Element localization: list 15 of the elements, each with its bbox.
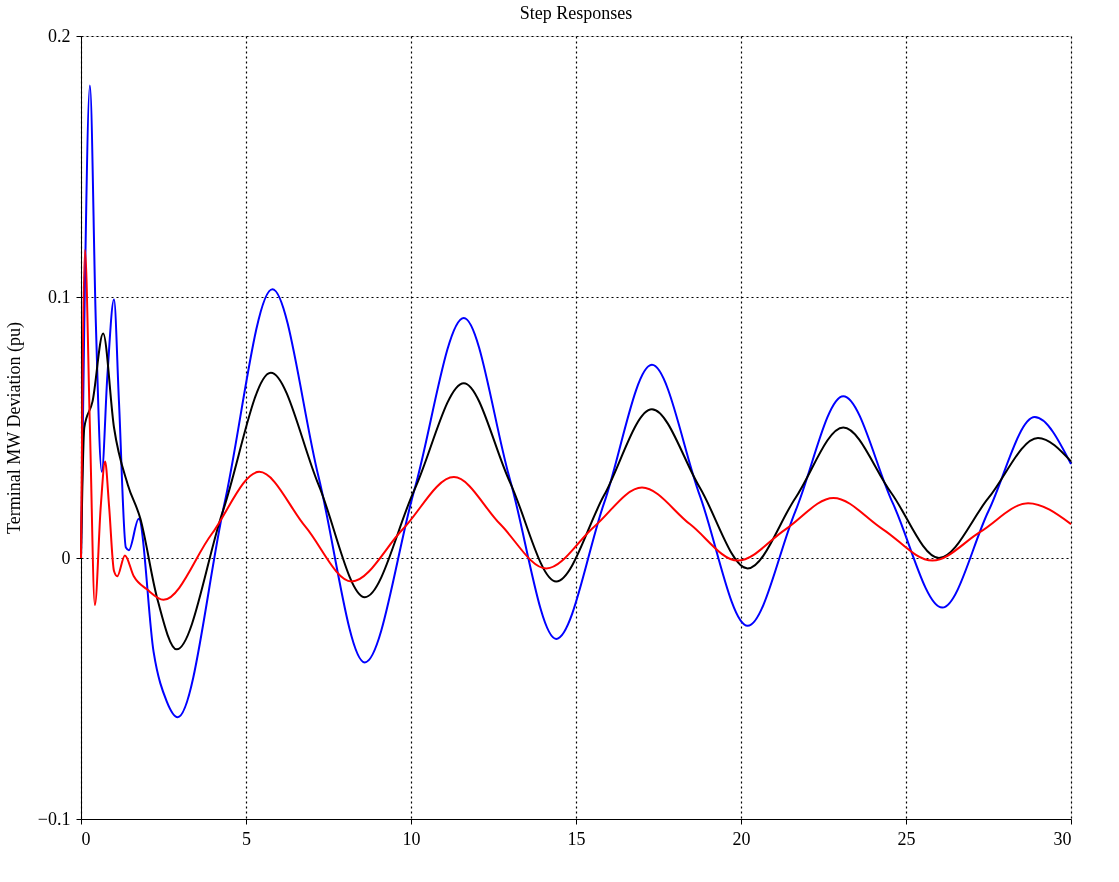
y-tick-label: 0: [61, 547, 71, 568]
x-tick-label: 5: [242, 828, 251, 849]
x-tick-label: 20: [732, 828, 751, 849]
y-axis-title: Terminal MW Deviation (pu): [3, 322, 25, 534]
y-tick-label: −0.1: [37, 808, 71, 829]
chart-title: Step Responses: [519, 3, 633, 23]
y-tick-label: 0.1: [48, 286, 71, 307]
x-tick-label: 25: [897, 828, 916, 849]
x-tick-label: 10: [402, 828, 421, 849]
line-series: [80, 84, 1072, 719]
x-tick-label: 0: [81, 828, 91, 849]
line-series: [80, 249, 1072, 606]
x-tick-label: 15: [567, 828, 586, 849]
x-tick-label: 30: [1053, 828, 1072, 849]
y-tick-label: 0.2: [48, 25, 71, 46]
